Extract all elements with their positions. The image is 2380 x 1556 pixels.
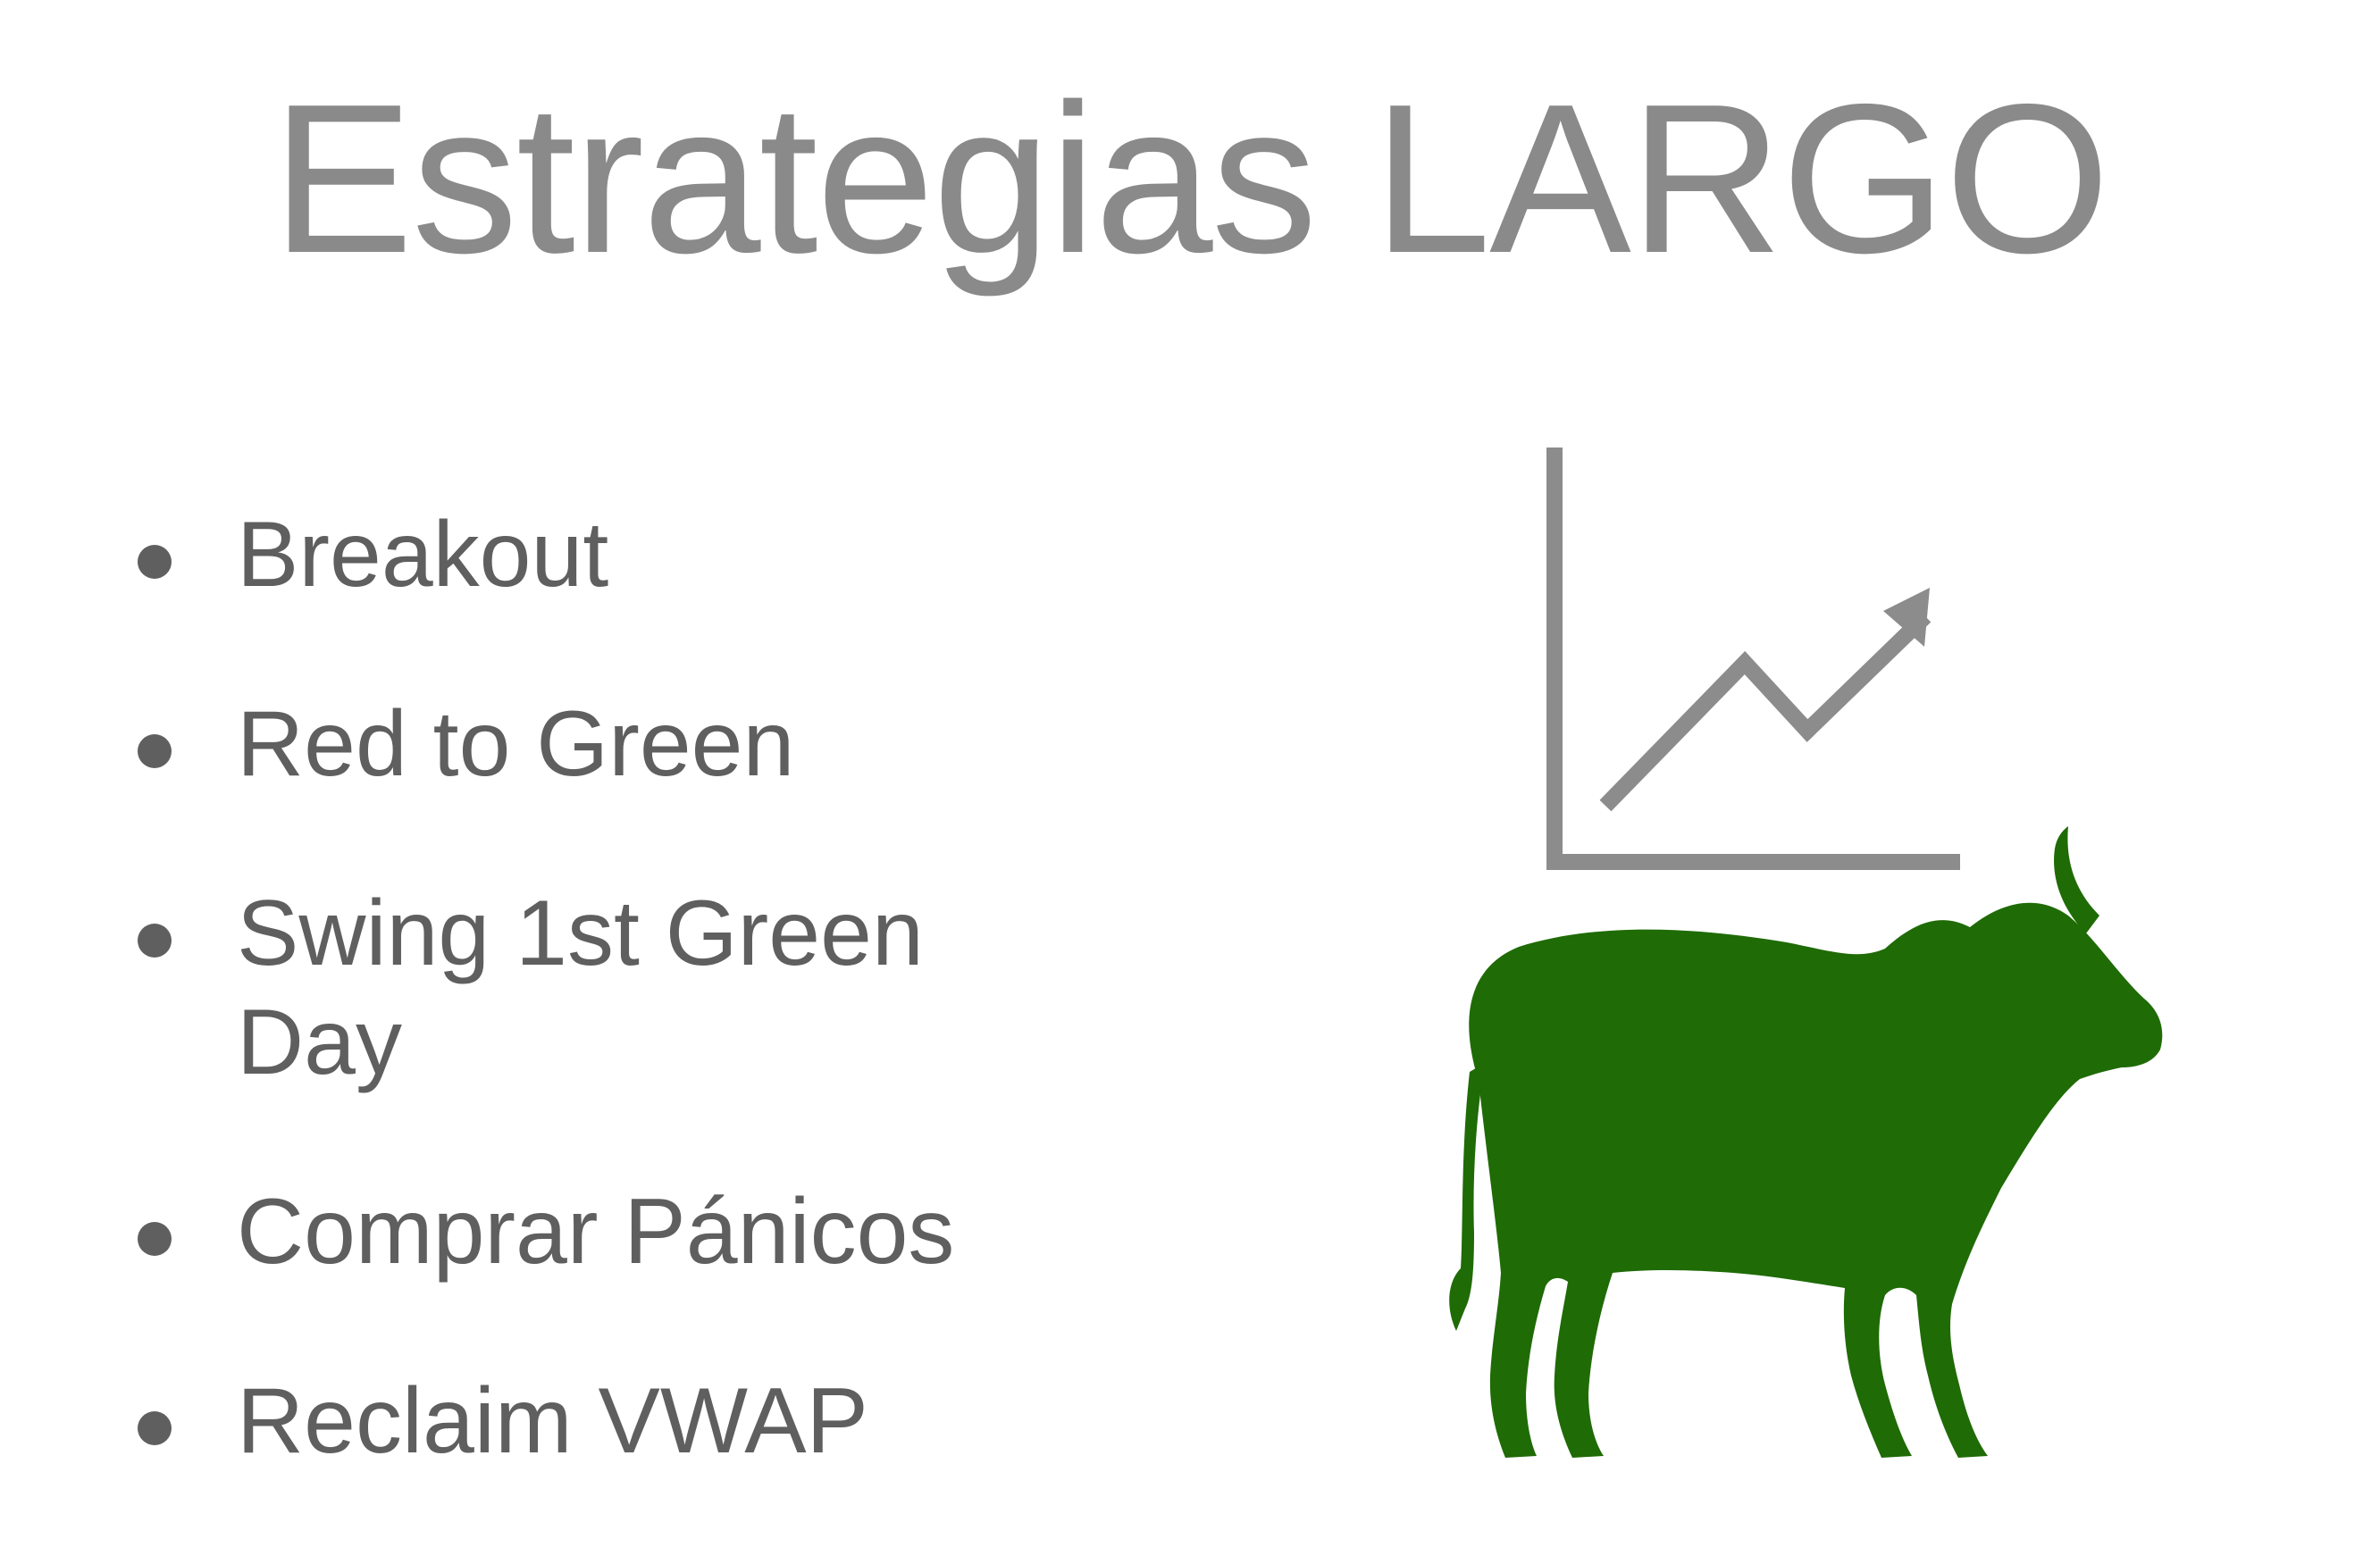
slide: Estrategias LARGO Breakout Red to Green … bbox=[138, 61, 2163, 1473]
chart-up-icon bbox=[1546, 448, 1960, 870]
bullet-item: Comprar Pánicos bbox=[134, 1177, 1072, 1286]
bullet-list: Breakout Red to Green Swing 1st Green Da… bbox=[134, 500, 1072, 1556]
bull-market-graphic bbox=[1449, 448, 2163, 1458]
bull-icon bbox=[1449, 826, 2163, 1458]
bullet-item: Breakout bbox=[134, 500, 1072, 609]
bullet-item: Swing 1st Green Day bbox=[134, 879, 1072, 1097]
slide-title: Estrategias LARGO bbox=[272, 61, 2110, 297]
bullet-item: Red to Green bbox=[134, 690, 1072, 799]
bullet-item: Reclaim VWAP bbox=[134, 1367, 1072, 1476]
